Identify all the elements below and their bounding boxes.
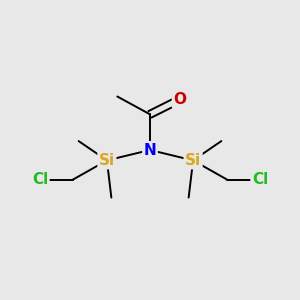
Text: Si: Si	[99, 153, 115, 168]
Text: N: N	[144, 142, 156, 158]
Text: O: O	[173, 92, 186, 107]
Text: Si: Si	[185, 153, 201, 168]
Text: Cl: Cl	[32, 172, 48, 187]
Text: Cl: Cl	[252, 172, 268, 187]
